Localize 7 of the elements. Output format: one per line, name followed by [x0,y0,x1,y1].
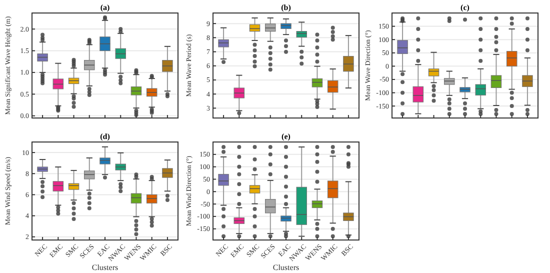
chart-title: (e) [282,132,291,141]
chart-title: (c) [460,3,470,12]
chart-title: (d) [100,132,110,141]
x-axis-title: Clusters [272,263,300,272]
chart-title: (a) [100,3,110,12]
x-axis-title: Clusters [92,263,118,272]
chart-title: (b) [281,3,292,12]
